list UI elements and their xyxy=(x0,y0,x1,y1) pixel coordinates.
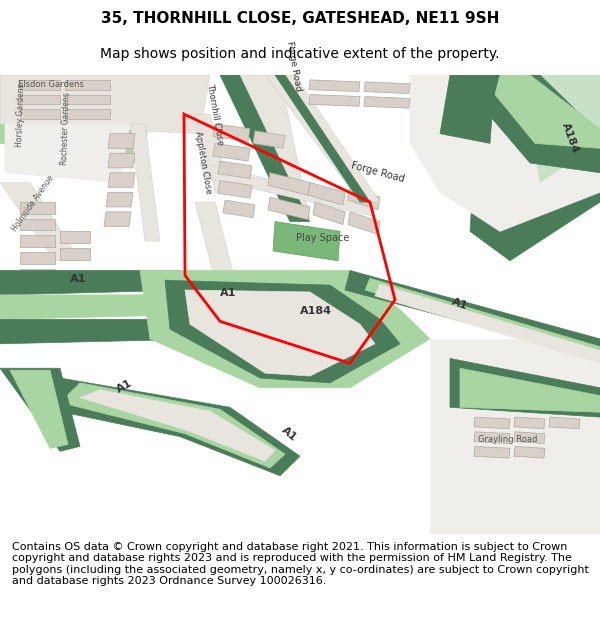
Polygon shape xyxy=(220,75,310,222)
Polygon shape xyxy=(309,94,360,106)
Polygon shape xyxy=(273,222,340,261)
Text: Elsdon Gardens: Elsdon Gardens xyxy=(18,80,84,89)
Text: A1: A1 xyxy=(70,274,86,284)
Polygon shape xyxy=(108,153,135,168)
Polygon shape xyxy=(40,378,300,476)
Text: Holmside Avenue: Holmside Avenue xyxy=(10,174,55,233)
Polygon shape xyxy=(108,173,135,188)
Polygon shape xyxy=(0,75,160,163)
Text: Appleton Close: Appleton Close xyxy=(193,130,213,194)
Text: 35, THORNHILL CLOSE, GATESHEAD, NE11 9SH: 35, THORNHILL CLOSE, GATESHEAD, NE11 9SH xyxy=(101,11,499,26)
Polygon shape xyxy=(275,75,370,202)
Polygon shape xyxy=(60,248,90,260)
Polygon shape xyxy=(490,75,560,222)
Polygon shape xyxy=(514,417,545,429)
Polygon shape xyxy=(308,182,345,205)
Polygon shape xyxy=(108,134,135,148)
Polygon shape xyxy=(20,252,55,264)
Polygon shape xyxy=(348,212,380,234)
Text: Forge Road: Forge Road xyxy=(285,40,302,92)
Polygon shape xyxy=(195,114,230,192)
Polygon shape xyxy=(430,339,600,534)
Polygon shape xyxy=(20,235,55,247)
Text: A184: A184 xyxy=(300,306,332,316)
Polygon shape xyxy=(65,94,110,104)
Polygon shape xyxy=(309,80,360,92)
Text: A1: A1 xyxy=(280,426,299,444)
Polygon shape xyxy=(20,202,55,214)
Polygon shape xyxy=(0,75,210,134)
Polygon shape xyxy=(140,271,430,388)
Polygon shape xyxy=(410,75,600,231)
Polygon shape xyxy=(10,370,68,448)
Text: A184: A184 xyxy=(560,122,580,155)
Text: Grayling Road: Grayling Road xyxy=(478,434,538,444)
Polygon shape xyxy=(520,75,600,182)
Polygon shape xyxy=(268,173,310,195)
Text: Forge Road: Forge Road xyxy=(350,161,406,184)
Polygon shape xyxy=(185,290,375,376)
Polygon shape xyxy=(20,269,55,280)
Polygon shape xyxy=(440,75,495,143)
Polygon shape xyxy=(0,319,210,344)
Polygon shape xyxy=(549,417,580,429)
Polygon shape xyxy=(20,109,60,119)
Polygon shape xyxy=(130,124,160,241)
Polygon shape xyxy=(268,197,310,219)
Polygon shape xyxy=(213,124,250,141)
Polygon shape xyxy=(106,192,133,207)
Polygon shape xyxy=(480,75,600,172)
Polygon shape xyxy=(80,390,275,461)
Polygon shape xyxy=(253,131,285,148)
Polygon shape xyxy=(60,383,285,468)
Polygon shape xyxy=(0,368,80,451)
Text: Rochester Gardens: Rochester Gardens xyxy=(60,92,71,165)
Polygon shape xyxy=(104,212,131,226)
Polygon shape xyxy=(213,143,250,161)
Polygon shape xyxy=(495,75,600,148)
Text: Horsley Gardens: Horsley Gardens xyxy=(15,84,26,148)
Polygon shape xyxy=(218,161,252,179)
Polygon shape xyxy=(450,359,600,417)
Polygon shape xyxy=(514,432,545,444)
Polygon shape xyxy=(10,85,90,143)
Text: A1: A1 xyxy=(220,288,236,298)
Polygon shape xyxy=(0,182,80,261)
Polygon shape xyxy=(364,82,410,94)
Polygon shape xyxy=(313,202,345,224)
Polygon shape xyxy=(470,75,600,261)
Polygon shape xyxy=(200,163,375,217)
Polygon shape xyxy=(5,124,130,182)
Polygon shape xyxy=(20,219,55,231)
Text: A1: A1 xyxy=(450,297,469,312)
Polygon shape xyxy=(240,75,310,222)
Polygon shape xyxy=(460,368,600,413)
Polygon shape xyxy=(345,271,600,359)
Text: Thornhill Close: Thornhill Close xyxy=(205,82,224,146)
Polygon shape xyxy=(375,284,600,363)
Polygon shape xyxy=(20,80,60,89)
Polygon shape xyxy=(265,75,380,202)
Polygon shape xyxy=(218,181,252,198)
Polygon shape xyxy=(0,295,200,319)
Polygon shape xyxy=(348,188,380,210)
Polygon shape xyxy=(223,200,255,217)
Polygon shape xyxy=(474,417,510,429)
Polygon shape xyxy=(0,271,190,295)
Polygon shape xyxy=(65,80,110,89)
Text: Play Space: Play Space xyxy=(296,233,349,243)
Polygon shape xyxy=(474,432,510,444)
Polygon shape xyxy=(364,96,410,108)
Polygon shape xyxy=(365,278,600,361)
Polygon shape xyxy=(165,280,400,383)
Polygon shape xyxy=(65,109,110,119)
Polygon shape xyxy=(195,202,235,280)
Polygon shape xyxy=(514,446,545,458)
Text: Contains OS data © Crown copyright and database right 2021. This information is : Contains OS data © Crown copyright and d… xyxy=(12,542,589,586)
Text: A1: A1 xyxy=(115,378,134,394)
Polygon shape xyxy=(20,94,60,104)
Polygon shape xyxy=(60,231,90,243)
Text: Map shows position and indicative extent of the property.: Map shows position and indicative extent… xyxy=(100,47,500,61)
Polygon shape xyxy=(474,446,510,458)
